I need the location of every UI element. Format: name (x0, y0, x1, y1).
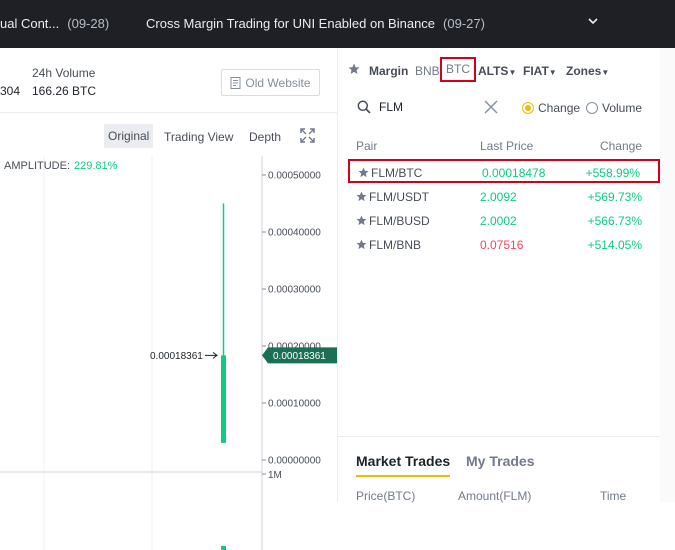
y-tick-label: 0.00010000 (268, 399, 321, 410)
tab-margin[interactable]: Margin (369, 64, 409, 78)
tab-zones-label: Zones (566, 64, 602, 78)
change-percent: +569.73% (587, 190, 642, 204)
last-price: 2.0002 (480, 214, 517, 228)
radio-change-label[interactable]: Change (538, 101, 581, 115)
change-percent: +566.73% (587, 214, 642, 228)
column-header-change[interactable]: Change (599, 139, 642, 153)
tab-depth[interactable]: Depth (249, 130, 282, 144)
radio-volume[interactable] (586, 102, 598, 114)
caret-down-icon: ▼ (508, 68, 517, 77)
last-price: 2.0092 (480, 190, 517, 204)
tab-alts-label: ALTS (478, 64, 509, 78)
pair-name: FLM/BNB (369, 238, 422, 252)
tab-btc[interactable]: BTC (440, 57, 476, 82)
radio-volume-label[interactable]: Volume (602, 101, 643, 115)
arrow-right-icon (205, 351, 218, 359)
market-sidebar: Margin BNB BTC ALTS▼ FIAT▼ Zones▼ FLM Ch… (337, 48, 675, 503)
volume-value: 166.26 BTC (32, 84, 97, 98)
star-icon[interactable] (356, 239, 367, 250)
search-input[interactable]: FLM (379, 100, 403, 114)
old-website-button[interactable]: Old Website (221, 69, 320, 96)
star-icon[interactable] (356, 191, 367, 202)
star-icon[interactable] (358, 167, 369, 178)
caret-down-icon: ▼ (601, 68, 610, 77)
pair-name: FLM/BUSD (369, 214, 430, 228)
tab-bnb[interactable]: BNB (415, 64, 440, 78)
ticker-stat-value: 304 (0, 84, 21, 98)
price-tag-label: 0.00018361 (273, 351, 326, 362)
fullscreen-icon[interactable] (300, 128, 315, 143)
change-percent: +558.99% (585, 166, 640, 180)
amplitude-label: AMPLITUDE: (4, 160, 71, 172)
tab-my-trades[interactable]: My Trades (466, 453, 535, 469)
radio-change[interactable] (522, 102, 534, 114)
tab-original[interactable]: Original (104, 124, 154, 148)
divider (0, 112, 337, 113)
column-header-last-price[interactable]: Last Price (480, 139, 534, 153)
market-row[interactable]: FLM/BNB 0.07516 +514.05% (348, 233, 660, 257)
search-icon (357, 100, 371, 114)
y-tick-label: 0.00020000 (268, 342, 321, 353)
market-list-panel: Margin BNB BTC ALTS▼ FIAT▼ Zones▼ FLM Ch… (338, 48, 660, 436)
amplitude-value: 229.81% (74, 160, 118, 172)
announcement-item[interactable]: Cross Margin Trading for UNI Enabled on … (146, 16, 485, 31)
close-icon[interactable] (484, 100, 498, 114)
caret-down-icon: ▼ (548, 68, 557, 77)
trades-panel: Market Trades My Trades Price(BTC) Amoun… (338, 436, 660, 503)
market-row[interactable]: FLM/BUSD 2.0002 +566.73% (348, 209, 660, 233)
pair-name: FLM/BTC (371, 166, 423, 180)
column-header-pair[interactable]: Pair (356, 139, 378, 153)
y-tick-label: 0.00040000 (268, 228, 321, 239)
tab-zones[interactable]: Zones▼ (566, 64, 609, 78)
y-tick-label: 0.00000000 (268, 456, 321, 467)
y-tick-label: 0.00050000 (268, 171, 321, 182)
volume-label: 24h Volume (32, 66, 96, 80)
pair-name: FLM/USDT (369, 190, 429, 204)
volume-tick: 1M (268, 470, 282, 481)
y-tick-label: 0.00030000 (268, 285, 321, 296)
price-marker-label: 0.00018361 (150, 351, 203, 362)
market-row[interactable]: FLM/USDT 2.0092 +569.73% (348, 185, 660, 209)
announcement-text[interactable]: Cross Margin Trading for UNI Enabled on … (146, 16, 436, 31)
star-icon[interactable] (348, 63, 360, 75)
price-tag (262, 347, 337, 364)
document-icon (230, 76, 241, 89)
chart-panel: 304 24h Volume 166.26 BTC Old Website Or… (0, 48, 337, 550)
candlestick-chart[interactable]: 0.00050000 0.00040000 0.00030000 0.00020000… (0, 156, 337, 550)
old-website-label: Old Website (245, 75, 311, 90)
volume-bar (221, 546, 226, 550)
announcement-text[interactable]: ual Cont... (0, 16, 60, 31)
column-header-amount: Amount(FLM) (458, 489, 532, 503)
announcement-item[interactable]: ual Cont... (09-28) (0, 16, 109, 31)
announcement-bar: ual Cont... (09-28) Cross Margin Trading … (0, 0, 675, 48)
chevron-down-icon[interactable] (586, 14, 600, 28)
market-row[interactable]: FLM/BTC 0.00018478 +558.99% (348, 159, 660, 183)
announcement-date: (09-27) (443, 16, 485, 31)
tab-market-trades[interactable]: Market Trades (356, 453, 451, 477)
tab-alts[interactable]: ALTS▼ (478, 64, 516, 78)
announcement-date: (09-28) (67, 16, 110, 31)
column-header-time: Time (600, 489, 627, 503)
tab-fiat[interactable]: FIAT▼ (523, 64, 557, 78)
change-percent: +514.05% (587, 238, 642, 252)
last-price: 0.07516 (480, 238, 524, 252)
amplitude: AMPLITUDE: 229.81% (4, 160, 117, 172)
column-header-price: Price(BTC) (356, 489, 416, 503)
tab-trading-view[interactable]: Trading View (164, 130, 234, 144)
tab-fiat-label: FIAT (523, 64, 549, 78)
candle-body (221, 355, 226, 443)
star-icon[interactable] (356, 215, 367, 226)
last-price: 0.00018478 (482, 166, 546, 180)
